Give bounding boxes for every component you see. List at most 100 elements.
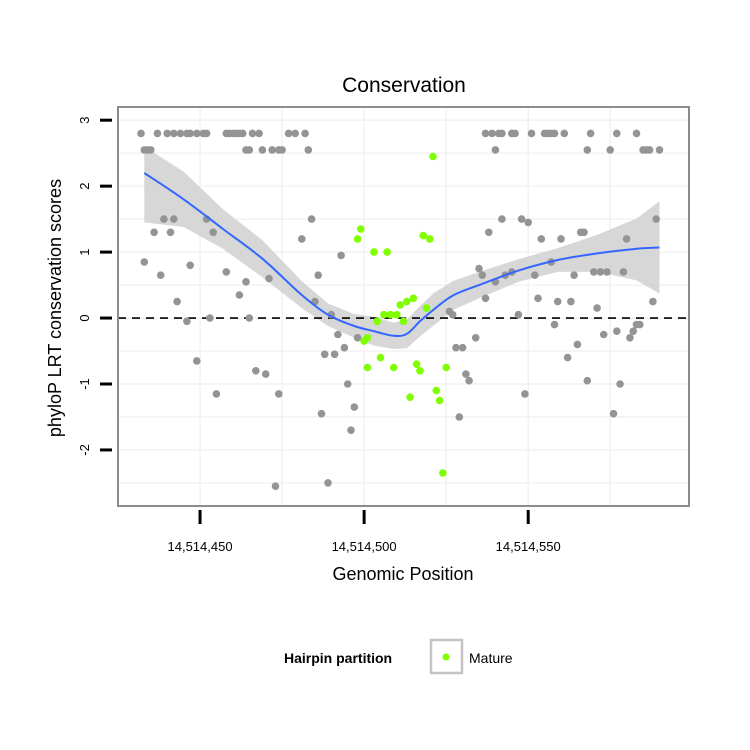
- data-point-other: [606, 146, 614, 154]
- data-point-other: [301, 129, 309, 138]
- data-point-other: [245, 314, 254, 322]
- data-point-other: [298, 235, 306, 243]
- data-point-other: [186, 261, 194, 270]
- data-point-other: [613, 129, 621, 138]
- data-point-other: [193, 129, 201, 138]
- data-point-other: [238, 129, 247, 138]
- data-point-mature: [389, 363, 398, 372]
- data-point-other: [212, 390, 221, 398]
- data-point-other: [655, 146, 664, 154]
- data-point-mature: [406, 393, 414, 402]
- data-point-other: [586, 129, 595, 138]
- x-axis-label: Genomic Position: [332, 564, 473, 584]
- data-point-mature: [439, 469, 447, 477]
- data-point-other: [255, 129, 263, 138]
- data-point-other: [242, 278, 250, 286]
- data-point-other: [550, 320, 559, 329]
- data-point-other: [340, 343, 349, 352]
- y-tick-label: 1: [77, 248, 92, 255]
- data-point-other: [147, 146, 155, 154]
- smooth-fit-line: [143, 172, 660, 338]
- data-point-other: [531, 271, 539, 280]
- data-point-other: [265, 274, 273, 283]
- data-point-other: [235, 291, 244, 299]
- data-point-other: [452, 343, 460, 352]
- data-point-other: [271, 482, 280, 491]
- data-point-other: [314, 271, 323, 280]
- data-point-other: [261, 370, 270, 378]
- data-point-other: [632, 129, 641, 138]
- data-point-other: [343, 380, 352, 388]
- data-point-other: [626, 334, 634, 342]
- data-point-other: [609, 409, 618, 418]
- data-point-other: [245, 146, 254, 154]
- data-point-mature: [370, 248, 378, 256]
- data-point-other: [275, 390, 283, 398]
- data-point-other: [320, 350, 329, 359]
- data-point-other: [156, 271, 165, 280]
- data-point-mature: [435, 396, 444, 405]
- data-point-other: [350, 403, 359, 411]
- y-tick-label: -2: [77, 444, 92, 456]
- data-point-other: [347, 426, 355, 435]
- data-point-other: [622, 235, 631, 243]
- data-point-other: [488, 129, 496, 138]
- data-point-other: [629, 327, 637, 336]
- data-point-other: [514, 310, 523, 319]
- plot-panel: [117, 106, 690, 507]
- data-point-other: [153, 129, 162, 138]
- x-tick-label: 14,514,450: [168, 539, 233, 554]
- data-point-other: [583, 376, 592, 385]
- data-point-other: [567, 297, 575, 306]
- mature-points: [353, 152, 451, 477]
- data-point-other: [462, 370, 470, 378]
- data-point-mature: [432, 386, 441, 395]
- data-point-other: [304, 146, 313, 154]
- data-point-other: [603, 268, 611, 276]
- data-point-other: [278, 146, 286, 154]
- data-point-other: [268, 146, 277, 154]
- data-point-other: [619, 268, 628, 276]
- data-point-mature: [380, 310, 388, 319]
- data-point-other: [570, 271, 578, 280]
- data-point-other: [317, 409, 326, 418]
- data-point-other: [448, 310, 457, 319]
- data-point-other: [334, 330, 342, 339]
- data-point-other: [583, 146, 592, 154]
- data-point-other: [163, 129, 171, 138]
- data-point-other: [330, 350, 339, 359]
- data-point-other: [137, 129, 145, 138]
- data-point-other: [206, 314, 214, 322]
- data-point-other: [613, 327, 621, 336]
- data-point-other: [599, 330, 608, 339]
- y-tick-label: 2: [77, 183, 92, 190]
- data-point-other: [517, 215, 526, 223]
- data-point-other: [573, 340, 582, 349]
- data-point-other: [471, 334, 480, 342]
- data-point-mature: [357, 225, 365, 233]
- data-point-other: [534, 294, 542, 303]
- data-point-mature: [399, 317, 408, 326]
- data-point-other: [649, 297, 657, 306]
- data-point-other: [353, 334, 362, 342]
- data-point-mature: [409, 294, 418, 303]
- x-tick-label: 14,514,550: [496, 539, 561, 554]
- data-point-other: [465, 376, 473, 385]
- data-point-other: [176, 129, 185, 138]
- data-point-other: [636, 320, 644, 329]
- y-axis: -2 -1 0 1 2 3: [77, 117, 112, 456]
- data-point-other: [166, 228, 175, 237]
- data-point-other: [202, 129, 211, 138]
- data-point-other: [458, 343, 467, 352]
- data-point-other: [284, 129, 293, 138]
- data-point-other: [291, 129, 300, 138]
- x-tick-label: 14,514,500: [332, 539, 397, 554]
- data-point-other: [537, 235, 546, 243]
- data-point-other: [524, 218, 532, 227]
- data-point-mature: [393, 310, 401, 319]
- data-point-other: [150, 228, 158, 237]
- data-point-mature: [373, 317, 382, 326]
- data-point-other: [455, 413, 464, 421]
- data-point-other: [258, 146, 267, 154]
